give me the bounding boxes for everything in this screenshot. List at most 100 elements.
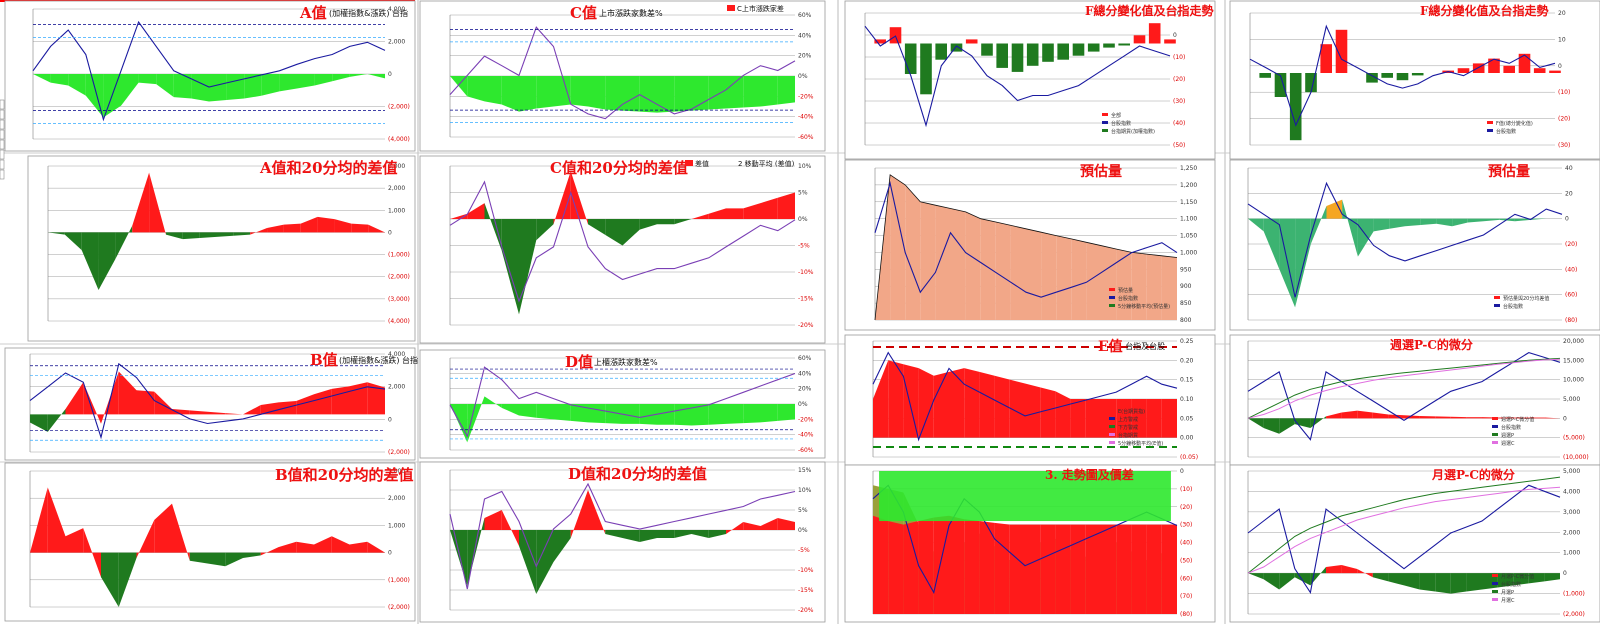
area-segment [726,522,744,534]
y-tick-label: 10,000 [1563,377,1584,384]
area-segment [172,503,190,561]
y-tick-label: (2,000) [1563,611,1585,618]
area-segment [920,201,936,320]
y-tick-label: (30) [1173,98,1185,105]
area-segment [1116,249,1132,320]
y-tick-label: 0 [388,229,392,236]
panel-b: 4,000 2,000 0 (2,000) B值 (加權指數&漲跌) 台指 [4,347,418,461]
bar [1533,68,1546,73]
legend-swatch [1492,574,1498,577]
area-segment [83,528,101,578]
area-segment [979,521,995,614]
area-segment [1513,573,1529,586]
legend-swatch [1109,296,1115,299]
area-segment [1263,418,1280,434]
area-segment [349,541,368,553]
y-tick-label: 0.00 [1180,435,1194,442]
panel-est1: 1,250 1,200 1,150 1,100 1,050 1,000 950 900 850 8… [844,159,1216,331]
area-segment [297,74,315,89]
y-tick-label: 1,000 [1563,550,1580,557]
area-segment [314,388,332,415]
y-tick-label: 20% [798,53,812,60]
legend-label: 月選C [1501,597,1515,604]
series-line [1247,476,1561,574]
area-segment [519,404,537,418]
area-segment [553,404,571,421]
y-tick-label: 0 [1180,468,1184,475]
area-segment [1528,573,1545,584]
area-segment [30,487,48,553]
area-segment [605,76,623,111]
area-segment [1341,564,1358,574]
area-segment [118,552,137,607]
area-segment [1435,573,1451,594]
y-tick-label: -20% [798,416,814,423]
area-segment [873,360,889,438]
bar [920,43,932,95]
bar [1274,73,1287,97]
panel-trend: 0 (10) (20) (30) (40) (50) (60) (70) (80) 3. 走勢圖及… [844,464,1216,623]
area-segment [918,517,934,614]
index-line [449,482,796,590]
y-tick-label: 0 [1563,415,1567,422]
area-segment [189,410,208,415]
y-tick-label: -20% [798,322,814,329]
legend-label: E(台期貨指) [1118,408,1145,415]
area-segment [484,203,502,251]
bar [1381,73,1393,78]
index-line [449,366,796,438]
y-tick-label: 5% [798,190,808,197]
area-segment [48,232,65,235]
y-tick-label: (40) [1173,120,1185,127]
area-segment [1040,524,1056,614]
area-segment [588,490,606,534]
y-tick-label: (30) [1180,522,1192,529]
y-tick-label: 0.15 [1180,377,1194,384]
panel-a: 4,000 2,000 0 (2,000) (4,000) A值 (加權指數&漲跌) 台指 [4,0,416,152]
area-segment [1419,573,1436,592]
y-tick-label: -20% [798,607,814,614]
area-segment [1513,417,1529,419]
area-segment [501,219,519,315]
index-line [872,351,1178,442]
area-segment [777,76,795,105]
legend-label: C上市漲跌家差 [737,4,784,13]
y-tick-label: 800 [1180,317,1192,324]
area-segment [101,552,119,607]
area-segment [1263,573,1280,590]
area-segment [47,409,66,432]
area-segment [1389,218,1405,229]
y-tick-label: 15% [798,467,812,474]
panel-title: D值 [565,353,593,371]
area-segment [622,76,640,112]
area-segment [777,518,795,530]
y-tick-label: 0 [388,550,392,557]
area-segment [65,382,84,415]
panel-d20: 15% 10% 5% 0% -5% -10% -15% -20% D值和20分均的差值 [419,461,826,623]
area-segment [1388,573,1404,586]
trend-band [879,471,1171,522]
y-tick-label: 1,050 [1180,233,1197,240]
area-segment [708,530,726,538]
y-tick-label: -20% [798,93,814,100]
y-tick-label: 0 [388,71,392,78]
area-segment [691,213,709,219]
area-segment [450,404,468,443]
y-tick-label: (60) [1565,292,1577,299]
legend-swatch [1109,433,1115,436]
area-segment [1248,218,1264,232]
panel-frame [419,461,826,623]
legend-swatch [1492,417,1498,420]
area-segment [674,530,692,538]
area-segment [588,404,606,424]
area-segment [743,404,761,424]
area-segment [639,219,657,230]
area-segment [136,519,155,559]
area-segment [994,522,1010,614]
area-segment [743,76,761,108]
area-segment [154,391,172,415]
y-tick-label: (2,000) [388,449,410,456]
y-tick-label: 1,000 [388,207,405,214]
panel-title: 3. 走勢圖及價差 [1045,467,1134,482]
